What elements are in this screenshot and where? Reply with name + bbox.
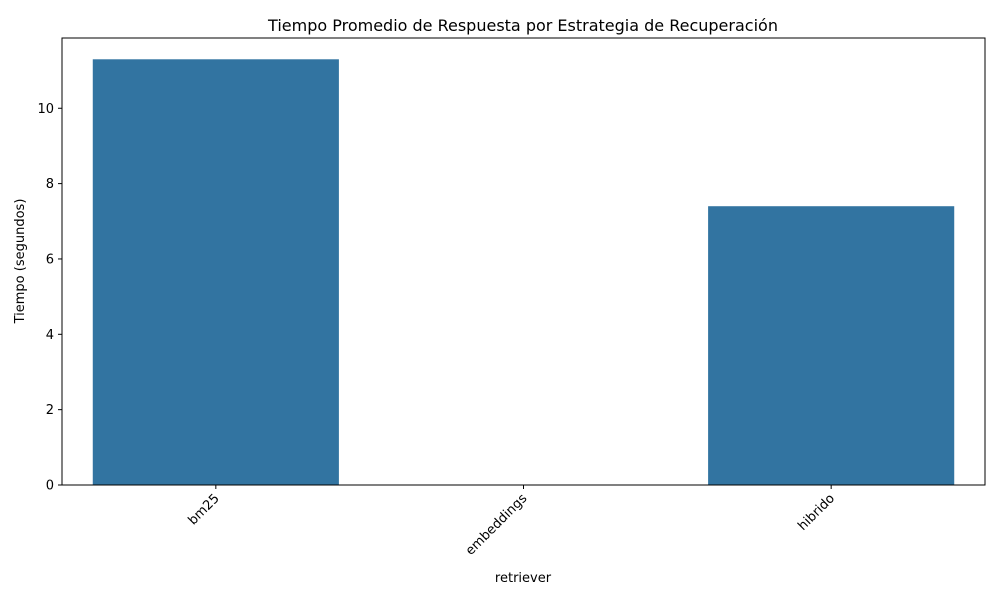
- y-tick-label: 4: [46, 328, 54, 343]
- y-tick-label: 8: [46, 177, 54, 192]
- y-axis-label: Tiempo (segundos): [13, 199, 28, 325]
- bars-group: [92, 59, 955, 485]
- bar-hibrido: [708, 206, 955, 485]
- x-axis-label: retriever: [495, 571, 552, 586]
- y-tick-label: 6: [46, 252, 54, 267]
- y-tick-label: 2: [46, 403, 54, 418]
- y-axis-ticks: 0 2 4 6 8 10: [37, 102, 62, 494]
- bar-bm25: [92, 59, 339, 485]
- chart-title: Tiempo Promedio de Respuesta por Estrate…: [267, 16, 778, 35]
- y-tick-label: 0: [46, 479, 54, 494]
- plot-frame: [61, 37, 986, 486]
- y-tick-label: 10: [37, 102, 54, 117]
